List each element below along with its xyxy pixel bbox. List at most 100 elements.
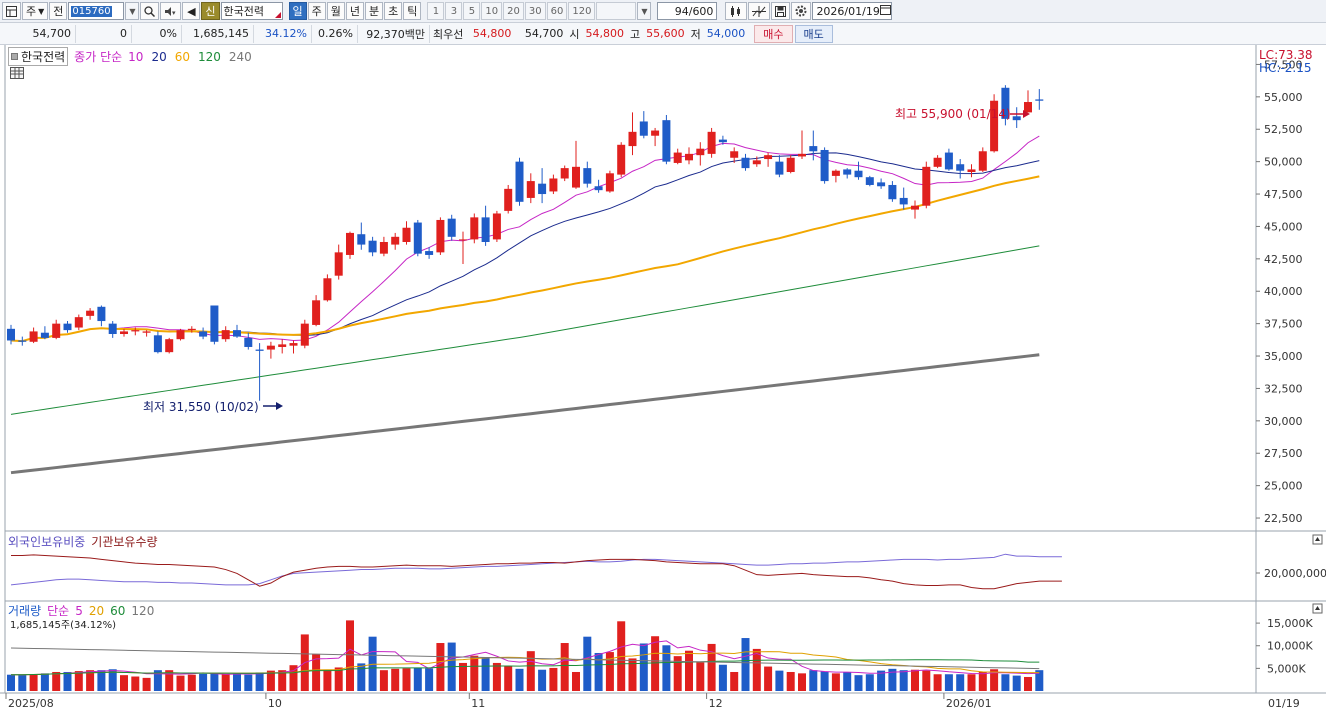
volume-bar xyxy=(707,643,716,691)
interval-input[interactable] xyxy=(596,2,637,20)
candle-settings-icon[interactable] xyxy=(725,2,748,20)
y-tick-label: 50,000 xyxy=(1264,156,1303,169)
candle-body xyxy=(1035,99,1044,101)
calendar-icon[interactable] xyxy=(879,4,891,18)
volume-bar xyxy=(594,652,603,691)
interval-tab-3[interactable]: 3 xyxy=(445,2,463,20)
ma-line-60 xyxy=(10,175,1040,343)
y-tick-label: 22,500 xyxy=(1264,512,1303,525)
period-tab-0[interactable]: 일 xyxy=(288,2,307,20)
volume-bar xyxy=(843,671,852,691)
volume-bar xyxy=(820,671,829,691)
candle-body xyxy=(289,343,298,346)
volume-bar xyxy=(956,674,965,691)
layout-icon[interactable] xyxy=(2,2,21,20)
volume-bar xyxy=(877,670,886,691)
interval-tab-20[interactable]: 20 xyxy=(503,2,524,20)
candle-body xyxy=(798,153,806,157)
volume-bar xyxy=(86,670,95,691)
volume-bar xyxy=(346,620,354,691)
volume-bar xyxy=(108,669,117,691)
volume-pane-legend: 거래량 단순 5 20 60 120 xyxy=(8,602,154,619)
y-tick-label: 55,000 xyxy=(1264,91,1303,104)
period-tab-3[interactable]: 년 xyxy=(345,2,365,20)
volume-bar xyxy=(425,668,434,691)
candle-body xyxy=(334,252,343,276)
chart-area[interactable]: 57,500 55,000 52,500 50,000 47,500 45,000 42,5… xyxy=(0,45,1326,713)
stock-name-legend[interactable]: 한국전력 xyxy=(8,47,69,66)
candle-body xyxy=(459,239,467,241)
y-tick-label: 57,500 xyxy=(1264,58,1303,71)
ma-legend: 10 20 60 120 240 xyxy=(128,50,252,64)
open-price: 54,800 xyxy=(585,27,625,40)
candle-body xyxy=(843,169,852,175)
turnover-rate: 0.26% xyxy=(312,24,358,43)
interval-tab-60[interactable]: 60 xyxy=(546,2,568,20)
volume-ma-legend-60: 60 xyxy=(110,603,126,618)
foreign-pane-legend: 외국인보유비중 기관보유수량 xyxy=(8,533,158,550)
ma-legend-10: 10 xyxy=(128,49,144,64)
stock-name-field[interactable]: 한국전력 xyxy=(220,2,283,20)
candle-body xyxy=(526,181,535,198)
period-tab-1[interactable]: 주 xyxy=(307,2,326,20)
stock-code-input[interactable]: 015760 xyxy=(68,2,125,20)
volume-bar xyxy=(470,655,479,691)
candle-body xyxy=(707,131,716,154)
jeon-button[interactable]: 전 xyxy=(49,2,68,20)
chart-svg[interactable]: 57,500 55,000 52,500 50,000 47,500 45,000 42,5… xyxy=(0,45,1326,713)
search-icon[interactable] xyxy=(140,2,160,20)
sell-button[interactable]: 매도 xyxy=(794,24,833,43)
interval-tab-5[interactable]: 5 xyxy=(463,2,481,20)
table-icon[interactable] xyxy=(10,67,24,79)
volume-bar xyxy=(244,674,253,691)
sin-button[interactable]: 신 xyxy=(201,2,220,20)
crosshair-icon[interactable] xyxy=(748,2,771,20)
candle-body xyxy=(673,152,682,163)
buy-button[interactable]: 매수 xyxy=(754,24,793,43)
code-dropdown-button[interactable]: ▼ xyxy=(125,2,140,20)
priority-label: 최우선 xyxy=(433,27,464,41)
volume-ma-line-60 xyxy=(11,659,1040,676)
candle-body xyxy=(266,345,275,350)
volume-bar xyxy=(933,674,942,691)
save-icon[interactable] xyxy=(771,2,791,20)
interval-tab-1[interactable]: 1 xyxy=(427,2,445,20)
interval-tabs: 1 3 5 10 20 30 60 120 xyxy=(427,2,596,20)
volume-bar xyxy=(266,670,275,691)
volume-bar xyxy=(538,669,547,691)
arrow-left-icon[interactable]: ◀ xyxy=(182,2,201,20)
candle-body xyxy=(617,144,626,175)
interval-tab-30[interactable]: 30 xyxy=(524,2,546,20)
candle-body xyxy=(221,330,230,340)
candle-body xyxy=(752,160,761,165)
candle-body xyxy=(911,205,919,210)
period-select[interactable]: 주 ▼ xyxy=(22,2,49,20)
period-tab-5[interactable]: 초 xyxy=(384,2,403,20)
date-input[interactable]: 2026/01/19 xyxy=(812,2,893,20)
interval-tab-120[interactable]: 120 xyxy=(568,2,596,20)
x-tick-label: 10 xyxy=(268,697,282,710)
speaker-icon[interactable]: ▾ xyxy=(160,2,182,20)
candle-body xyxy=(368,240,377,253)
y-tick-label: 35,000 xyxy=(1264,350,1303,363)
volume-bar xyxy=(481,657,490,691)
interval-dropdown-button[interactable]: ▼ xyxy=(637,2,652,20)
period-tab-2[interactable]: 월 xyxy=(326,2,345,20)
gear-icon[interactable] xyxy=(791,2,812,20)
interval-tab-10[interactable]: 10 xyxy=(481,2,503,20)
volume-ratio: 34.12% xyxy=(254,24,312,43)
volume-bar xyxy=(165,670,174,691)
y-tick-label: 32,500 xyxy=(1264,382,1303,395)
period-tab-6[interactable]: 틱 xyxy=(403,2,422,20)
candle-body xyxy=(538,183,547,195)
volume-bar xyxy=(978,671,987,691)
inst-holdings-label: 기관보유수량 xyxy=(91,535,158,549)
volume-bar xyxy=(990,669,999,691)
period-tab-4[interactable]: 분 xyxy=(365,2,384,20)
candle-body xyxy=(572,166,580,188)
data-count-field[interactable]: 94/600 xyxy=(657,2,718,20)
high-label: 고 xyxy=(630,27,641,41)
candle-body xyxy=(639,121,648,136)
volume-bar xyxy=(221,673,230,691)
